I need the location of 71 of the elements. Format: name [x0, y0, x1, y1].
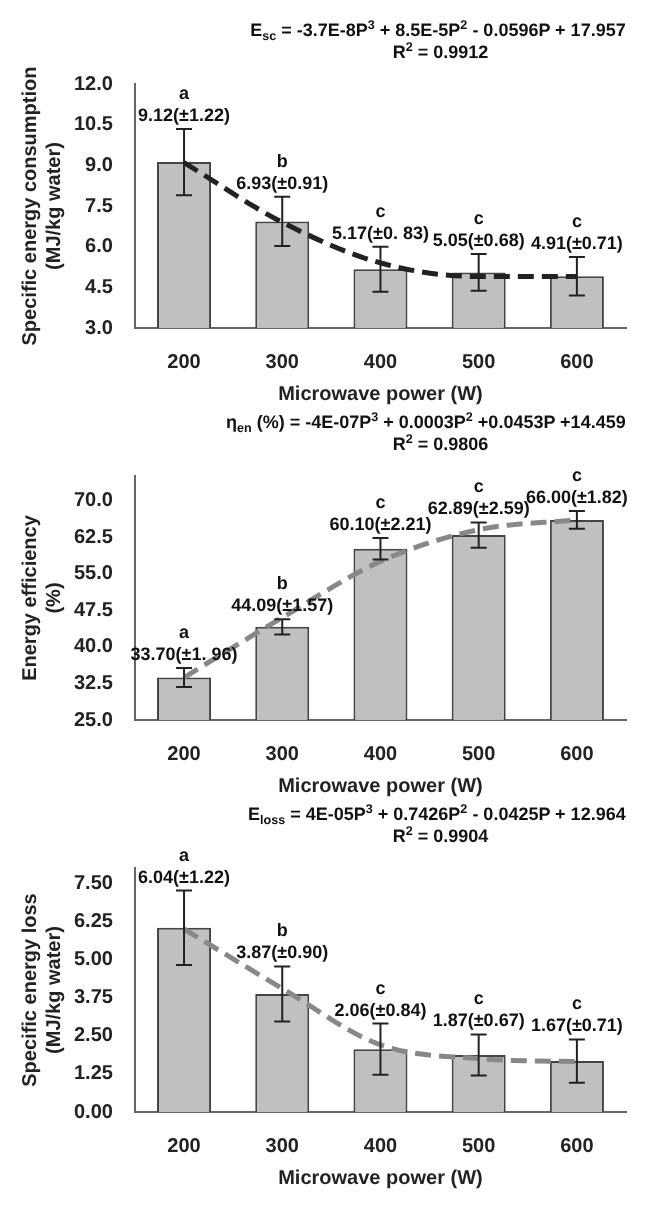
- annotation: b: [276, 573, 289, 594]
- y-tick-label: 62.5: [73, 526, 114, 549]
- annotation: c: [473, 207, 484, 228]
- x-tick-label: 300: [265, 1135, 300, 1158]
- annotation: c: [571, 210, 582, 231]
- y-tick-label: 10.5: [73, 114, 114, 137]
- y-axis-title: Specific energy consumption (MJ/kg water): [19, 66, 66, 346]
- y-tick-label: 4.5: [85, 276, 114, 299]
- data-label: 6.93(±0.91): [236, 172, 329, 193]
- data-label: 62.89(±2.59): [427, 498, 530, 519]
- y-tick-label: 3.75: [73, 987, 114, 1010]
- y-tick-label: 6.25: [73, 910, 114, 933]
- y-axis-title: Specific energy loss (MJ/kg water): [19, 892, 66, 1087]
- x-tick-label: 500: [461, 351, 497, 374]
- x-tick-label: 500: [461, 743, 497, 766]
- y-tick-label: 12.0: [73, 73, 114, 96]
- text: a: [179, 844, 192, 865]
- x-axis-title: Microwave power (W): [278, 775, 483, 798]
- x-tick-label: 600: [560, 1135, 595, 1158]
- x-tick-label: 200: [167, 351, 202, 374]
- data-label: 6.04(±1.22): [138, 866, 230, 887]
- y-tick-label: 32.5: [73, 672, 114, 695]
- y-tick-label: 6.0: [85, 236, 114, 259]
- x-tick-label: 200: [167, 1135, 202, 1158]
- x-tick-label: 300: [265, 351, 300, 374]
- annotation: c: [571, 465, 582, 486]
- data-label: 1.87(±0.67): [432, 1010, 525, 1031]
- annotation: c: [473, 988, 484, 1009]
- y-axis-title: Energy efficiency (%): [19, 514, 66, 681]
- x-tick-label: 600: [560, 351, 595, 374]
- y-tick-label: 25.0: [73, 709, 114, 732]
- x-tick-label: 400: [363, 351, 399, 374]
- y-tick-label: 2.50: [73, 1025, 114, 1048]
- annotation: c: [375, 491, 386, 512]
- y-tick-label: 1.25: [73, 1063, 114, 1086]
- x-axis-title: Microwave power (W): [278, 383, 483, 406]
- annotation: c: [375, 200, 386, 221]
- y-tick-label: 40.0: [73, 636, 114, 659]
- data-label: 5.17(±0. 83): [331, 222, 429, 243]
- y-tick-label: 55.0: [73, 563, 114, 586]
- y-tick-label: 3.0: [85, 317, 114, 340]
- x-tick-label: 400: [363, 1135, 399, 1158]
- data-label: 5.05(±0.68): [432, 229, 525, 250]
- annotation: c: [571, 993, 582, 1014]
- y-tick-label: 9.0: [85, 154, 114, 177]
- annotation: b: [276, 920, 289, 941]
- data-label: 44.09(±1.57): [231, 595, 334, 616]
- annotation: b: [276, 150, 289, 171]
- data-label: 3.87(±0.90): [236, 942, 329, 963]
- data-label: 2.06(±0.84): [334, 999, 427, 1020]
- annotation: a: [179, 621, 192, 642]
- annotation: a: [179, 82, 192, 103]
- y-tick-label: 5.00: [73, 949, 114, 971]
- annotation: c: [473, 476, 484, 497]
- annotation: c: [375, 977, 386, 998]
- data-label: 4.91(±0.71): [530, 232, 623, 253]
- y-tick-label: 7.5: [85, 195, 114, 218]
- y-tick-label: 47.5: [73, 599, 114, 622]
- x-tick-label: 600: [560, 743, 595, 766]
- x-tick-label: 500: [461, 1135, 497, 1158]
- data-label: 60.10(±2.21): [329, 513, 432, 534]
- x-axis-title: Microwave power (W): [278, 1167, 483, 1190]
- x-tick-label: 300: [265, 743, 300, 766]
- data-label: 9.12(±1.22): [138, 104, 230, 125]
- data-label: 1.67(±0.71): [530, 1015, 623, 1036]
- y-tick-label: 7.50: [73, 872, 114, 895]
- x-tick-label: 200: [167, 743, 202, 766]
- y-tick-label: 0.00: [73, 1101, 114, 1124]
- y-tick-label: 70.0: [73, 489, 114, 512]
- data-label: 66.00(±1.82): [525, 487, 628, 508]
- x-tick-label: 400: [363, 743, 399, 766]
